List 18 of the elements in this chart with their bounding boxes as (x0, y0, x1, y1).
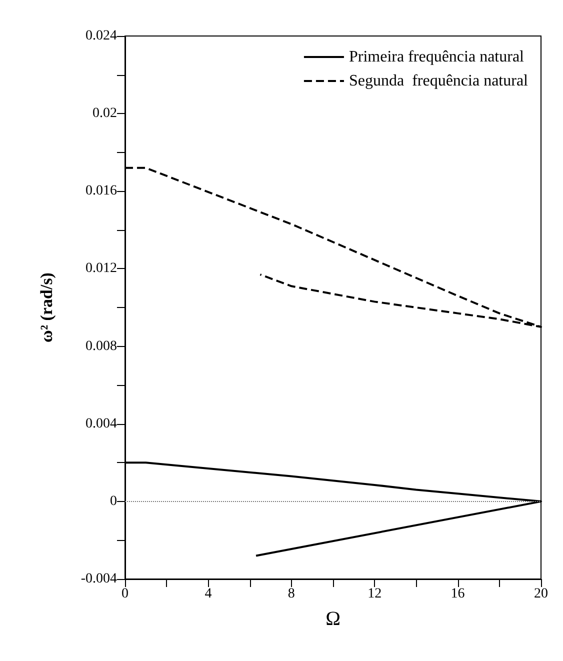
y-tick-label: 0.024 (86, 28, 117, 44)
x-axis-title: Ω (326, 608, 340, 630)
legend-label: Primeira frequência natural (348, 48, 525, 66)
x-tick-label: 8 (288, 586, 295, 602)
x-tick-label: 0 (122, 586, 128, 602)
legend-label: Segunda frequência natural (348, 72, 529, 90)
y-tick-label: 0.016 (86, 184, 117, 199)
y-tick-label: -0.004 (80, 572, 117, 586)
x-tick-label: 20 (534, 586, 548, 602)
y-tick-label: 0.012 (86, 261, 117, 276)
y-tick-label: 0 (110, 494, 117, 509)
x-tick-label: 4 (204, 586, 212, 602)
x-tick-label: 12 (368, 586, 382, 602)
y-axis-title: ω² (rad/s) (37, 272, 56, 342)
y-tick-label: 0.008 (86, 338, 117, 354)
y-tick-label: 0.004 (86, 416, 117, 432)
x-tick-label: 16 (450, 586, 465, 602)
y-tick-label: 0.02 (92, 106, 117, 122)
